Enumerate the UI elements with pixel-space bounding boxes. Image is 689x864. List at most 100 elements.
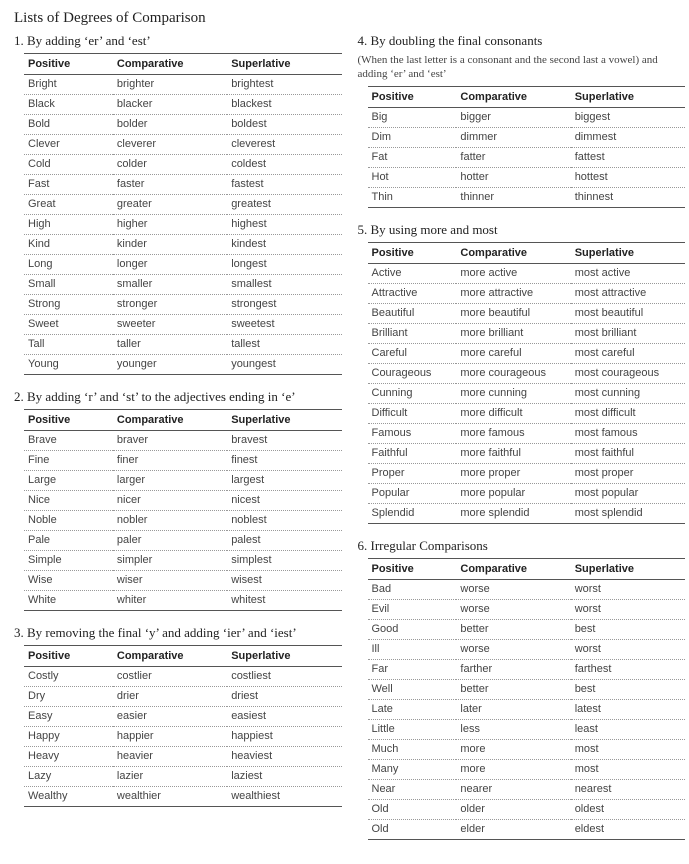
cell-positive: Beautiful bbox=[368, 303, 457, 323]
cell-comparative: more proper bbox=[456, 463, 570, 483]
table-row: Cunningmore cunningmost cunning bbox=[368, 383, 686, 403]
cell-positive: Happy bbox=[24, 727, 113, 747]
cell-comparative: older bbox=[456, 799, 570, 819]
cell-comparative: higher bbox=[113, 215, 227, 235]
cell-comparative: larger bbox=[113, 471, 227, 491]
header-comparative: Comparative bbox=[113, 410, 227, 431]
cell-superlative: most beautiful bbox=[571, 303, 685, 323]
table-row: Wealthywealthierwealthiest bbox=[24, 787, 342, 807]
table-row: Manymoremost bbox=[368, 759, 686, 779]
cell-positive: Careful bbox=[368, 343, 457, 363]
table-row: Heavyheavierheaviest bbox=[24, 747, 342, 767]
cell-superlative: palest bbox=[227, 531, 341, 551]
table-row: Easyeasiereasiest bbox=[24, 707, 342, 727]
comparison-section: 2. By adding ‘r’ and ‘st’ to the adjecti… bbox=[14, 389, 332, 611]
cell-positive: Brave bbox=[24, 431, 113, 451]
cell-positive: Hot bbox=[368, 167, 457, 187]
cell-comparative: nobler bbox=[113, 511, 227, 531]
cell-superlative: worst bbox=[571, 579, 685, 599]
cell-superlative: greatest bbox=[227, 195, 341, 215]
cell-comparative: thinner bbox=[456, 187, 570, 207]
cell-comparative: more difficult bbox=[456, 403, 570, 423]
cell-comparative: more cunning bbox=[456, 383, 570, 403]
table-row: Brilliantmore brilliantmost brilliant bbox=[368, 323, 686, 343]
table-row: Happyhappierhappiest bbox=[24, 727, 342, 747]
cell-positive: Cunning bbox=[368, 383, 457, 403]
cell-comparative: heavier bbox=[113, 747, 227, 767]
cell-comparative: fatter bbox=[456, 147, 570, 167]
table-row: Palepalerpalest bbox=[24, 531, 342, 551]
cell-positive: Kind bbox=[24, 235, 113, 255]
cell-positive: Sweet bbox=[24, 315, 113, 335]
cell-superlative: coldest bbox=[227, 155, 341, 175]
table-row: Highhigherhighest bbox=[24, 215, 342, 235]
cell-positive: Bright bbox=[24, 75, 113, 95]
cell-positive: Famous bbox=[368, 423, 457, 443]
cell-comparative: more popular bbox=[456, 483, 570, 503]
cell-superlative: laziest bbox=[227, 767, 341, 787]
cell-positive: Costly bbox=[24, 667, 113, 687]
cell-comparative: worse bbox=[456, 639, 570, 659]
table-row: Wellbetterbest bbox=[368, 679, 686, 699]
cell-positive: Large bbox=[24, 471, 113, 491]
cell-superlative: heaviest bbox=[227, 747, 341, 767]
header-positive: Positive bbox=[368, 242, 457, 263]
table-row: Talltallertallest bbox=[24, 335, 342, 355]
cell-superlative: most active bbox=[571, 263, 685, 283]
cell-superlative: cleverest bbox=[227, 135, 341, 155]
table-row: Noblenoblernoblest bbox=[24, 511, 342, 531]
cell-comparative: drier bbox=[113, 687, 227, 707]
cell-positive: High bbox=[24, 215, 113, 235]
cell-comparative: more faithful bbox=[456, 443, 570, 463]
cell-comparative: better bbox=[456, 619, 570, 639]
table-row: Splendidmore splendidmost splendid bbox=[368, 503, 686, 523]
cell-superlative: kindest bbox=[227, 235, 341, 255]
cell-superlative: thinnest bbox=[571, 187, 685, 207]
cell-comparative: more famous bbox=[456, 423, 570, 443]
table-row: Goodbetterbest bbox=[368, 619, 686, 639]
section-heading: 1. By adding ‘er’ and ‘est’ bbox=[14, 33, 332, 49]
header-positive: Positive bbox=[368, 558, 457, 579]
page-title: Lists of Degrees of Comparison bbox=[14, 10, 675, 27]
cell-superlative: most courageous bbox=[571, 363, 685, 383]
table-row: Coldcoldercoldest bbox=[24, 155, 342, 175]
cell-superlative: longest bbox=[227, 255, 341, 275]
comparison-section: 4. By doubling the final consonants(When… bbox=[358, 33, 676, 208]
header-positive: Positive bbox=[24, 646, 113, 667]
cell-positive: Long bbox=[24, 255, 113, 275]
cell-superlative: least bbox=[571, 719, 685, 739]
cell-superlative: fastest bbox=[227, 175, 341, 195]
header-superlative: Superlative bbox=[227, 54, 341, 75]
cell-superlative: wisest bbox=[227, 571, 341, 591]
table-row: Strongstrongerstrongest bbox=[24, 295, 342, 315]
cell-comparative: lazier bbox=[113, 767, 227, 787]
cell-positive: Old bbox=[368, 799, 457, 819]
cell-superlative: most popular bbox=[571, 483, 685, 503]
table-row: Muchmoremost bbox=[368, 739, 686, 759]
cell-superlative: most proper bbox=[571, 463, 685, 483]
comparison-table: PositiveComparativeSuperlativeActivemore… bbox=[368, 242, 686, 524]
cell-positive: Dry bbox=[24, 687, 113, 707]
cell-positive: Proper bbox=[368, 463, 457, 483]
table-row: Simplesimplersimplest bbox=[24, 551, 342, 571]
table-row: Boldbolderboldest bbox=[24, 115, 342, 135]
table-row: Thinthinnerthinnest bbox=[368, 187, 686, 207]
right-column: 4. By doubling the final consonants(When… bbox=[358, 33, 676, 854]
cell-positive: Strong bbox=[24, 295, 113, 315]
cell-positive: Old bbox=[368, 819, 457, 839]
cell-comparative: simpler bbox=[113, 551, 227, 571]
table-row: Sweetsweetersweetest bbox=[24, 315, 342, 335]
cell-comparative: more splendid bbox=[456, 503, 570, 523]
cell-positive: Difficult bbox=[368, 403, 457, 423]
cell-superlative: most careful bbox=[571, 343, 685, 363]
cell-positive: Attractive bbox=[368, 283, 457, 303]
table-row: Youngyoungeryoungest bbox=[24, 355, 342, 375]
cell-superlative: best bbox=[571, 679, 685, 699]
cell-positive: Cold bbox=[24, 155, 113, 175]
table-row: Beautifulmore beautifulmost beautiful bbox=[368, 303, 686, 323]
cell-superlative: worst bbox=[571, 599, 685, 619]
table-row: Nicenicernicest bbox=[24, 491, 342, 511]
comparison-table: PositiveComparativeSuperlativeCostlycost… bbox=[24, 645, 342, 807]
table-row: Faithfulmore faithfulmost faithful bbox=[368, 443, 686, 463]
cell-positive: Big bbox=[368, 107, 457, 127]
